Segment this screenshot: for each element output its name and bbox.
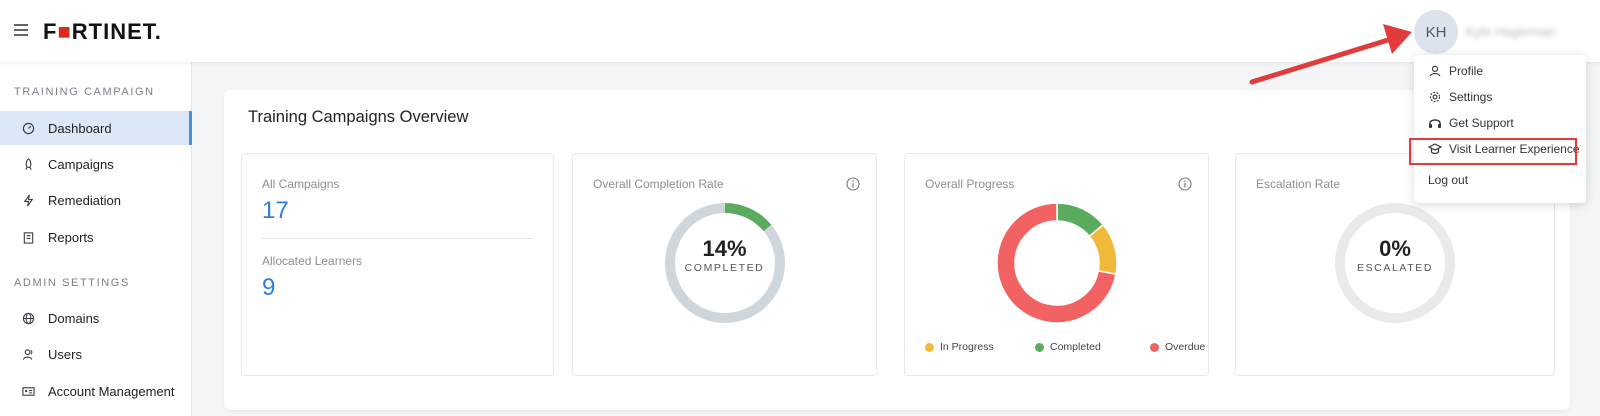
username-label[interactable]: Kyle Hagerman <box>1466 24 1556 39</box>
menu-item-label: Settings <box>1449 90 1493 104</box>
completion-percentage: 14% <box>702 236 747 261</box>
card-divider <box>262 238 533 239</box>
info-icon[interactable] <box>846 177 860 191</box>
progress-slice-overdue[interactable] <box>995 202 1117 324</box>
training-campaigns-overview-panel: Training Campaigns Overview All Campaign… <box>224 90 1570 410</box>
completion-ring-arc <box>664 203 785 323</box>
campaigns-count-card: All Campaigns 17 Allocated Learners 9 <box>241 153 554 376</box>
allocated-learners-value[interactable]: 9 <box>262 274 276 301</box>
menu-item-log-out[interactable]: Log out <box>1428 173 1468 187</box>
clipboard-icon <box>21 230 35 244</box>
menu-item-label: Visit Learner Experience <box>1449 142 1580 156</box>
sidebar-item-label: Users <box>48 346 82 362</box>
menu-item-get-support[interactable]: Get Support <box>1428 116 1514 130</box>
overall-progress-donut-chart <box>995 202 1118 324</box>
menu-item-profile[interactable]: Profile <box>1428 64 1483 78</box>
all-campaigns-label: All Campaigns <box>262 177 340 191</box>
sidebar-item-domains[interactable]: Domains <box>0 301 192 335</box>
graduation-cap-icon <box>1428 142 1442 156</box>
menu-item-label: Profile <box>1449 64 1484 78</box>
menu-item-settings[interactable]: Settings <box>1428 90 1492 104</box>
menu-item-label: Get Support <box>1449 116 1514 130</box>
user-dropdown-menu: Profile Settings Get Support Visit Learn… <box>1414 55 1586 203</box>
user-avatar[interactable]: KH <box>1414 10 1458 54</box>
menu-item-visit-learner-experience[interactable]: Visit Learner Experience <box>1428 142 1580 156</box>
globe-icon <box>21 311 35 325</box>
annotation-highlight-box <box>1409 138 1577 165</box>
menu-item-label: Log out <box>1428 173 1469 187</box>
legend-dot <box>925 342 934 352</box>
sidebar-item-label: Account Management <box>48 383 175 399</box>
legend-label: Overdue <box>1165 341 1206 353</box>
sidebar-item-label: Dashboard <box>48 120 112 136</box>
section-title-training-campaign: TRAINING CAMPAIGN <box>14 86 155 98</box>
completion-donut-chart <box>664 203 785 323</box>
bolt-icon <box>21 193 35 207</box>
escalation-donut-chart <box>1335 203 1455 323</box>
gear-icon <box>1428 90 1442 104</box>
fortinet-logo[interactable]: F■RTINET. <box>43 19 162 44</box>
sidebar-item-account-management[interactable]: Account Management <box>0 374 192 408</box>
progress-slice-in-progress[interactable] <box>1087 223 1118 276</box>
dashboard-icon <box>21 121 35 135</box>
legend-item-completed: Completed <box>1035 341 1101 353</box>
sidebar-item-label: Campaigns <box>48 156 114 172</box>
completion-subtitle: COMPLETED <box>684 262 765 274</box>
rocket-icon <box>21 157 35 171</box>
escalation-percentage: 0% <box>1379 236 1411 261</box>
info-icon[interactable] <box>1178 177 1192 191</box>
sidebar-item-campaigns[interactable]: Campaigns <box>0 147 192 181</box>
legend-label: Completed <box>1050 341 1101 353</box>
user-icon <box>1428 64 1442 78</box>
allocated-learners-label: Allocated Learners <box>262 254 363 268</box>
completion-rate-card: Overall Completion Rate 14% COMPLETED <box>572 153 877 376</box>
legend-item-overdue: Overdue <box>1150 341 1205 353</box>
users-icon <box>21 347 35 361</box>
completion-rate-label: Overall Completion Rate <box>593 177 724 191</box>
sidebar-item-reports[interactable]: Reports <box>0 220 192 254</box>
sidebar-item-label: Domains <box>48 310 100 326</box>
id-card-icon <box>21 384 35 398</box>
escalation-ring-track <box>1335 203 1455 323</box>
legend-label: In Progress <box>940 341 994 353</box>
sidebar-item-users[interactable]: Users <box>0 337 192 371</box>
section-title-admin-settings: ADMIN SETTINGS <box>14 277 130 289</box>
sidebar-item-label: Reports <box>48 229 94 245</box>
page-title: Training Campaigns Overview <box>248 108 469 126</box>
overall-progress-card: Overall Progress In Progress Completed O… <box>904 153 1209 376</box>
hamburger-menu-icon[interactable] <box>14 24 28 36</box>
overall-progress-label: Overall Progress <box>925 177 1015 191</box>
all-campaigns-value[interactable]: 17 <box>262 197 289 224</box>
top-header: F■RTINET. KH Kyle Hagerman <box>0 0 1600 62</box>
sidebar: TRAINING CAMPAIGN Dashboard Campaigns Re… <box>0 62 192 416</box>
legend-dot <box>1035 342 1044 352</box>
legend-item-in-progress: In Progress <box>925 341 994 353</box>
sidebar-item-remediation[interactable]: Remediation <box>0 183 192 217</box>
escalation-rate-label: Escalation Rate <box>1256 177 1341 191</box>
sidebar-item-label: Remediation <box>48 192 121 208</box>
escalation-subtitle: ESCALATED <box>1356 262 1434 274</box>
legend-dot <box>1150 342 1159 352</box>
headset-icon <box>1428 116 1442 130</box>
sidebar-item-dashboard[interactable]: Dashboard <box>0 111 192 145</box>
